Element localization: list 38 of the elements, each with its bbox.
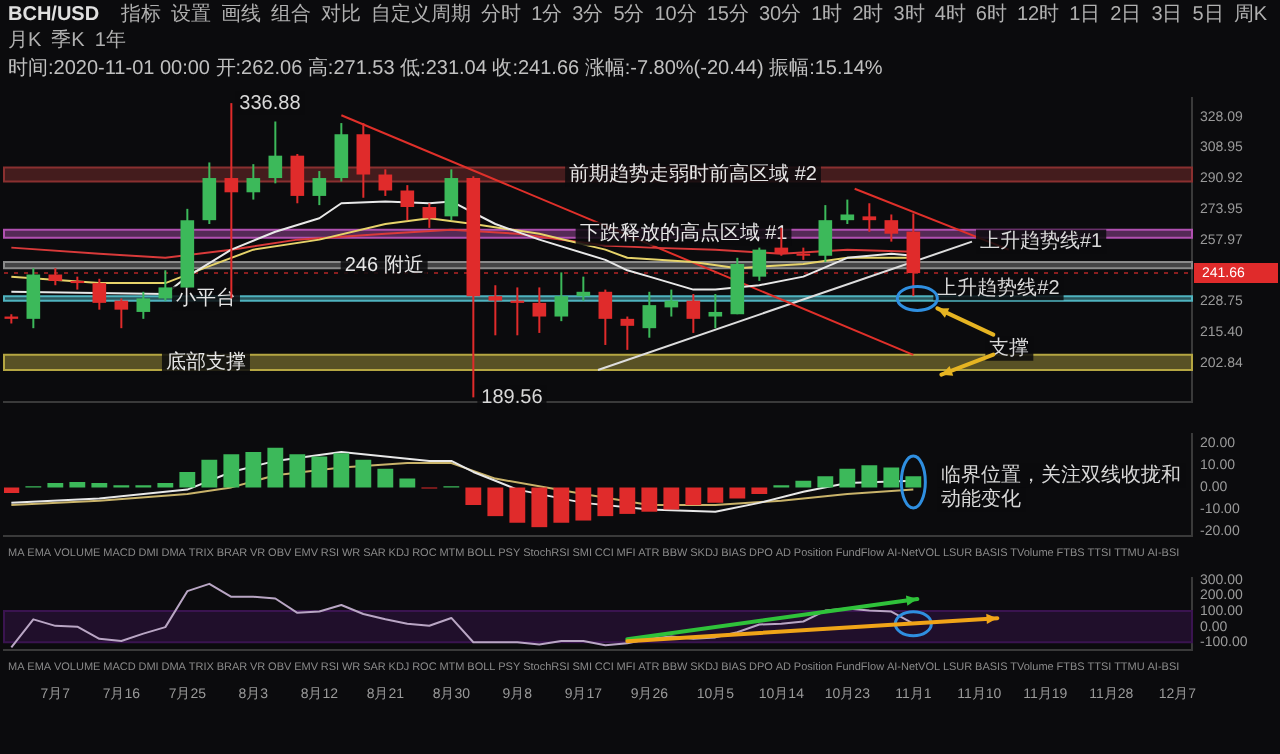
annotation: 上升趋势线#1 — [980, 229, 1104, 254]
chart-title: BCH/USD — [8, 4, 100, 28]
band-label: 底部支撑 — [165, 349, 246, 374]
text: 季K — [51, 30, 85, 54]
text: 6时 — [975, 4, 1007, 28]
text: 5日 — [1192, 4, 1224, 28]
text: 1分 — [531, 4, 563, 28]
text: 3时 — [893, 4, 925, 28]
text: 1时 — [811, 4, 843, 28]
text: 对比 — [321, 4, 362, 28]
text: 15分 — [706, 4, 749, 28]
annotation: 临界位置，关注双线收拢和动能变化 — [941, 462, 1182, 511]
annotation: 336.88 — [239, 92, 302, 115]
annotation: 189.56 — [481, 386, 544, 409]
annotation: 上升趋势线#2 — [937, 275, 1061, 300]
text: 12时 — [1016, 4, 1060, 28]
text: 指标 — [121, 4, 162, 28]
text: 自定义周期 — [371, 4, 472, 28]
text: 设置 — [171, 4, 212, 28]
text: 2时 — [852, 4, 884, 28]
text: 10分 — [654, 4, 697, 28]
chart-subtitle: 时间:2020-11-01 00:00 开:262.06 高:271.53 低:231.04 收:241.66 涨幅:-7.80%(-20.44) 振幅:15.14% — [6, 58, 885, 82]
text: 3分 — [572, 4, 604, 28]
text: 5分 — [613, 4, 645, 28]
text: 周K — [1233, 4, 1267, 28]
band-label: 246 附近 — [344, 252, 424, 277]
text: 分时 — [481, 4, 522, 28]
text: 画线 — [221, 4, 262, 28]
band-label: 前期趋势走弱时前高区域 #2 — [569, 162, 818, 187]
text: 4时 — [934, 4, 966, 28]
text: 30分 — [759, 4, 802, 28]
band-label: 小平台 — [175, 285, 236, 310]
text: 1日 — [1069, 4, 1101, 28]
text: 1年 — [94, 30, 126, 54]
text: 3日 — [1151, 4, 1183, 28]
text: 月K — [8, 30, 42, 54]
text: 2日 — [1110, 4, 1142, 28]
text: 组合 — [271, 4, 312, 28]
